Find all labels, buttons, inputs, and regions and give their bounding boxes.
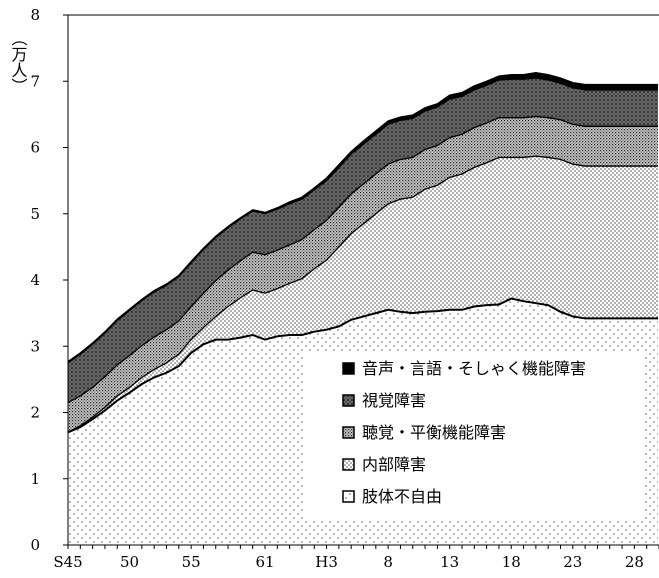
y-tick-label: 3 [30,337,40,355]
series-boundary-5 [68,71,658,363]
y-tick-label: 4 [30,271,40,289]
x-tick-label: 50 [120,553,139,571]
series-boundary-2 [68,155,658,433]
legend-box [305,352,645,520]
y-tick-label: 0 [30,536,40,554]
series-boundary-1 [68,297,658,434]
y-axis-label: （万人） [9,30,28,94]
x-tick-label: 23 [563,553,582,571]
x-tick-label: 13 [440,553,459,571]
x-axis-ticks: S45 50 55 61 H3 8 13 18 23 28 [53,545,659,571]
series-boundary-4 [68,77,658,364]
legend-swatch [342,362,355,375]
x-tick-label: 61 [255,553,274,571]
x-tick-label: 28 [625,553,644,571]
area-series-2 [68,156,658,433]
y-tick-label: 5 [30,205,40,223]
area-series-4 [68,77,658,403]
x-tick-label: 8 [383,553,393,571]
legend-label: 内部障害 [362,455,426,474]
x-tick-label: 18 [502,553,521,571]
x-tick-label: S45 [53,553,82,571]
y-tick-label: 8 [30,6,40,24]
y-tick-label: 1 [30,470,40,488]
legend-label: 音声・言語・そしゃく機能障害 [362,359,586,378]
legend-swatch [342,490,355,503]
legend-swatch [342,458,355,471]
y-axis-ticks: 0 1 2 3 4 5 6 7 8 [30,6,68,554]
legend-swatch [342,426,355,439]
y-tick-label: 2 [30,404,40,422]
series-boundary-3 [68,115,658,404]
x-tick-label: H3 [315,553,338,571]
x-tick-label: 55 [182,553,201,571]
y-tick-label: 7 [30,72,40,90]
y-tick-label: 6 [30,139,40,157]
legend-label: 聴覚・平衡機能障害 [362,423,506,442]
area-series-3 [68,116,658,433]
legend-swatch [342,394,355,407]
legend-label: 視覚障害 [362,391,426,410]
boundary-lines [68,71,658,434]
legend-label: 肢体不自由 [362,487,442,506]
